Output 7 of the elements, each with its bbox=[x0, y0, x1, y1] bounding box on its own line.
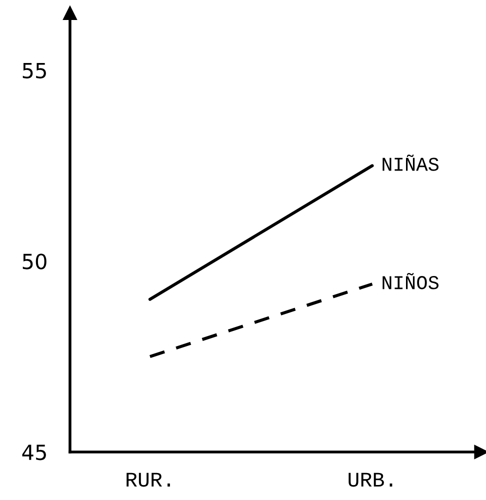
x-tick-label: URB. bbox=[348, 472, 392, 487]
y-tick-label: 45 bbox=[22, 444, 46, 460]
y-tick-label: 50 bbox=[22, 254, 46, 270]
series-label: NIÑAS bbox=[382, 154, 439, 171]
x-tick-label: RUR. bbox=[126, 472, 170, 487]
y-tick-label: 55 bbox=[22, 62, 46, 78]
series-label: NIÑOS bbox=[382, 272, 439, 290]
